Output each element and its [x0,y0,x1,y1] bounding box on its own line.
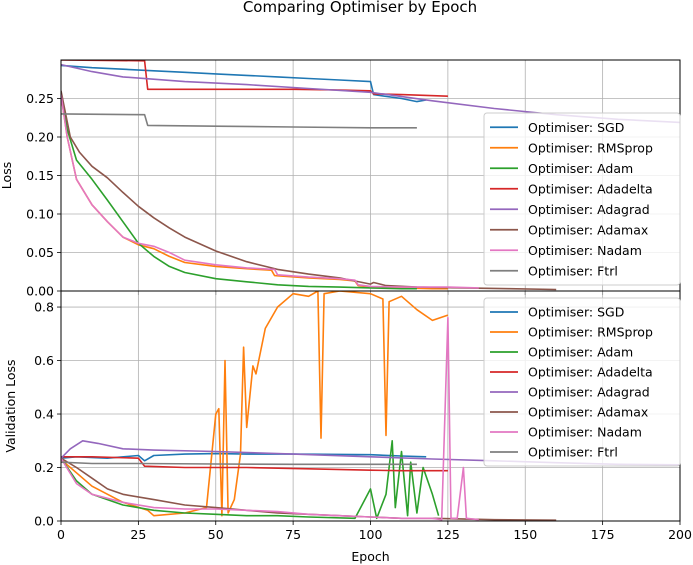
series-line-adamax [61,90,557,291]
y-tick-label: 0.10 [26,207,54,222]
series-line-sgd [61,64,427,103]
legend-box [483,297,681,467]
series-line-ftrl [61,113,417,129]
y-tick-label: 0.4 [34,407,54,422]
x-tick-label: 50 [208,527,224,542]
x-tick-label: 0 [57,527,65,542]
x-axis-label: Epoch [351,549,389,564]
legend-label-ftrl: Optimiser: Ftrl [528,263,618,278]
x-tick-label: 100 [359,527,383,542]
legend-label-rmsprop: Optimiser: RMSprop [528,140,653,155]
y-tick-label: 0.2 [34,460,54,475]
series-line-adadelta [61,456,448,472]
series-line-adadelta [61,60,448,97]
legend-label-ftrl: Optimiser: Ftrl [528,445,618,460]
y-tick-label: 0.0 [34,514,54,529]
x-tick-label: 200 [668,527,692,542]
series-line-rmsprop [61,291,449,517]
x-tick-label: 125 [436,527,460,542]
series-line-adam [61,94,417,290]
series-line-rmsprop [61,94,448,290]
legend-label-adadelta: Optimiser: Adadelta [528,181,653,196]
legend-label-adam: Optimiser: Adam [528,345,633,360]
y-tick-label: 0.20 [26,130,54,145]
series-group [61,291,680,521]
y-tick-label: 0.15 [26,168,54,183]
legend-label-adamax: Optimiser: Adamax [528,405,648,420]
y-axis-label: Loss [0,162,14,189]
legend-label-sgd: Optimiser: SGD [528,120,624,135]
legend-label-adam: Optimiser: Adam [528,161,633,176]
y-tick-label: 0.25 [26,91,54,106]
series-line-adam [61,440,440,520]
legend-label-rmsprop: Optimiser: RMSprop [528,325,653,340]
x-tick-label: 75 [285,527,301,542]
y-axis-label: Validation Loss [3,359,18,452]
legend-label-adamax: Optimiser: Adamax [528,222,648,237]
series-line-nadam [61,94,479,289]
legend: Optimiser: SGD Optimiser: RMSprop Optimise… [483,297,681,467]
legend-label-adadelta: Optimiser: Adadelta [528,365,653,380]
y-tick-label: 0.6 [34,353,54,368]
figure-title: Comparing Optimiser by Epoch [243,0,477,16]
x-tick-label: 150 [513,527,537,542]
series-line-ftrl [61,461,417,466]
y-tick-label: 0.00 [26,284,54,299]
legend-box [483,112,681,286]
legend: Optimiser: SGD Optimiser: RMSprop Optimise… [483,112,681,286]
y-tick-label: 0.8 [34,300,54,315]
series-line-nadam [61,316,479,521]
x-tick-label: 25 [130,527,146,542]
legend-label-nadam: Optimiser: Nadam [528,243,642,258]
legend-label-sgd: Optimiser: SGD [528,305,624,320]
legend-label-adagrad: Optimiser: Adagrad [528,385,650,400]
y-tick-label: 0.05 [26,245,54,260]
x-tick-label: 175 [591,527,615,542]
series-line-sgd [61,452,427,462]
legend-label-adagrad: Optimiser: Adagrad [528,202,650,217]
legend-label-nadam: Optimiser: Nadam [528,425,642,440]
subplot-loss: 0.00 0.05 0.10 0.15 0.20 0.25 Loss Optimiser: S… [0,59,681,299]
subplot-validation-loss: 0 25 50 75 100 125 150 175 200 0.0 0.2 0.4 0.6 0.8 Val… [3,290,692,564]
